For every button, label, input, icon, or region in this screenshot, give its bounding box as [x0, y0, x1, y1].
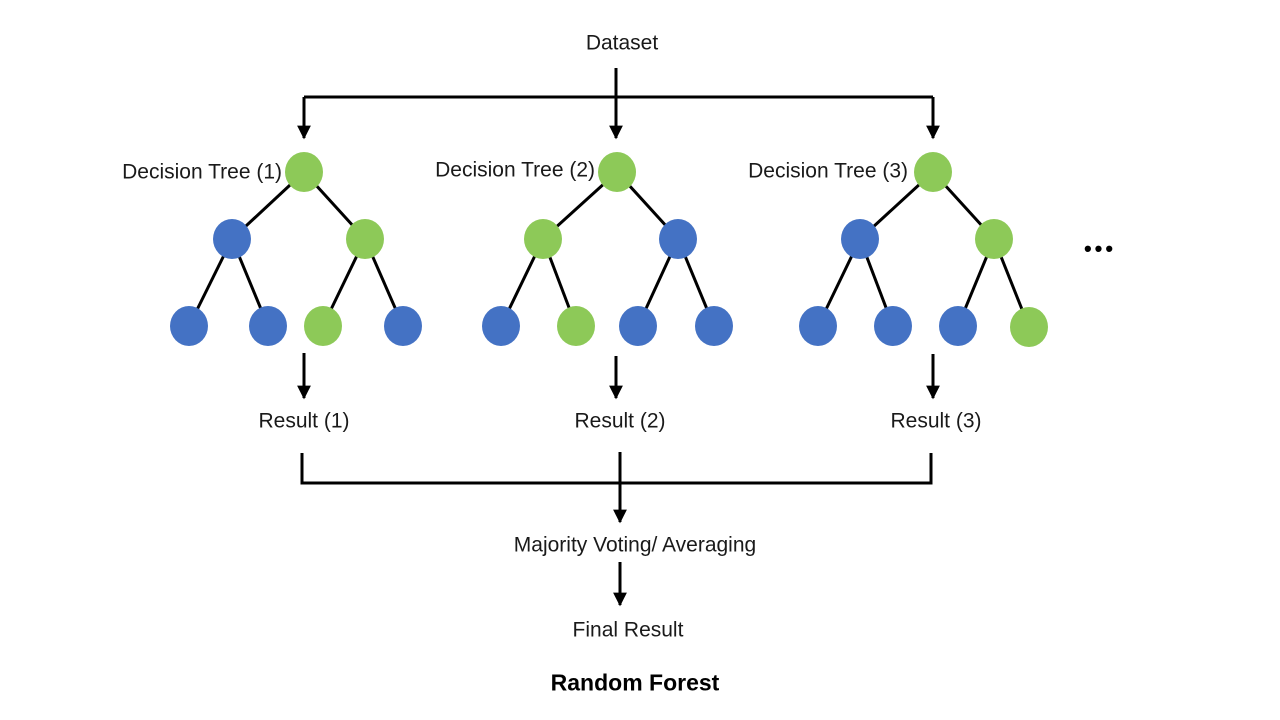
decision-tree-2-node-5-blue — [619, 306, 657, 346]
decision-tree-3-label: Decision Tree (3) — [748, 159, 908, 183]
result-2-label: Result (2) — [574, 409, 666, 433]
decision-tree-2 — [482, 152, 733, 346]
decision-tree-1-node-5-green — [304, 306, 342, 346]
result-3-label: Result (3) — [890, 409, 982, 433]
dataset-label: Dataset — [585, 31, 659, 55]
decision-tree-1-node-2-green — [346, 219, 384, 259]
decision-tree-2-node-2-blue — [659, 219, 697, 259]
decision-tree-3-node-4-blue — [874, 306, 912, 346]
decision-tree-3-node-3-blue — [799, 306, 837, 346]
decision-tree-2-node-4-green — [557, 306, 595, 346]
final-result-label: Final Result — [572, 618, 684, 642]
diagram-title: Random Forest — [550, 669, 720, 696]
result-1-label: Result (1) — [258, 409, 350, 433]
tree-layer — [170, 152, 1048, 347]
decision-tree-1-node-6-blue — [384, 306, 422, 346]
decision-tree-2-label: Decision Tree (2) — [435, 158, 595, 182]
decision-tree-3-node-6-green — [1010, 307, 1048, 347]
decision-tree-1-node-4-blue — [249, 306, 287, 346]
connector-layer — [297, 68, 940, 607]
decision-tree-2-node-1-green — [524, 219, 562, 259]
decision-tree-1-node-3-blue — [170, 306, 208, 346]
more-trees-ellipsis: ••• — [1083, 236, 1117, 261]
decision-tree-3-node-0-green — [914, 152, 952, 192]
decision-tree-3-node-1-blue — [841, 219, 879, 259]
decision-tree-2-node-3-blue — [482, 306, 520, 346]
decision-tree-1-label: Decision Tree (1) — [122, 160, 282, 184]
decision-tree-3-node-5-blue — [939, 306, 977, 346]
decision-tree-3-node-2-green — [975, 219, 1013, 259]
decision-tree-2-node-0-green — [598, 152, 636, 192]
decision-tree-3 — [799, 152, 1048, 347]
decision-tree-1 — [170, 152, 422, 346]
decision-tree-2-node-6-blue — [695, 306, 733, 346]
majority-voting-label: Majority Voting/ Averaging — [513, 533, 757, 557]
decision-tree-1-node-0-green — [285, 152, 323, 192]
results-bracket — [300, 453, 933, 485]
decision-tree-1-node-1-blue — [213, 219, 251, 259]
